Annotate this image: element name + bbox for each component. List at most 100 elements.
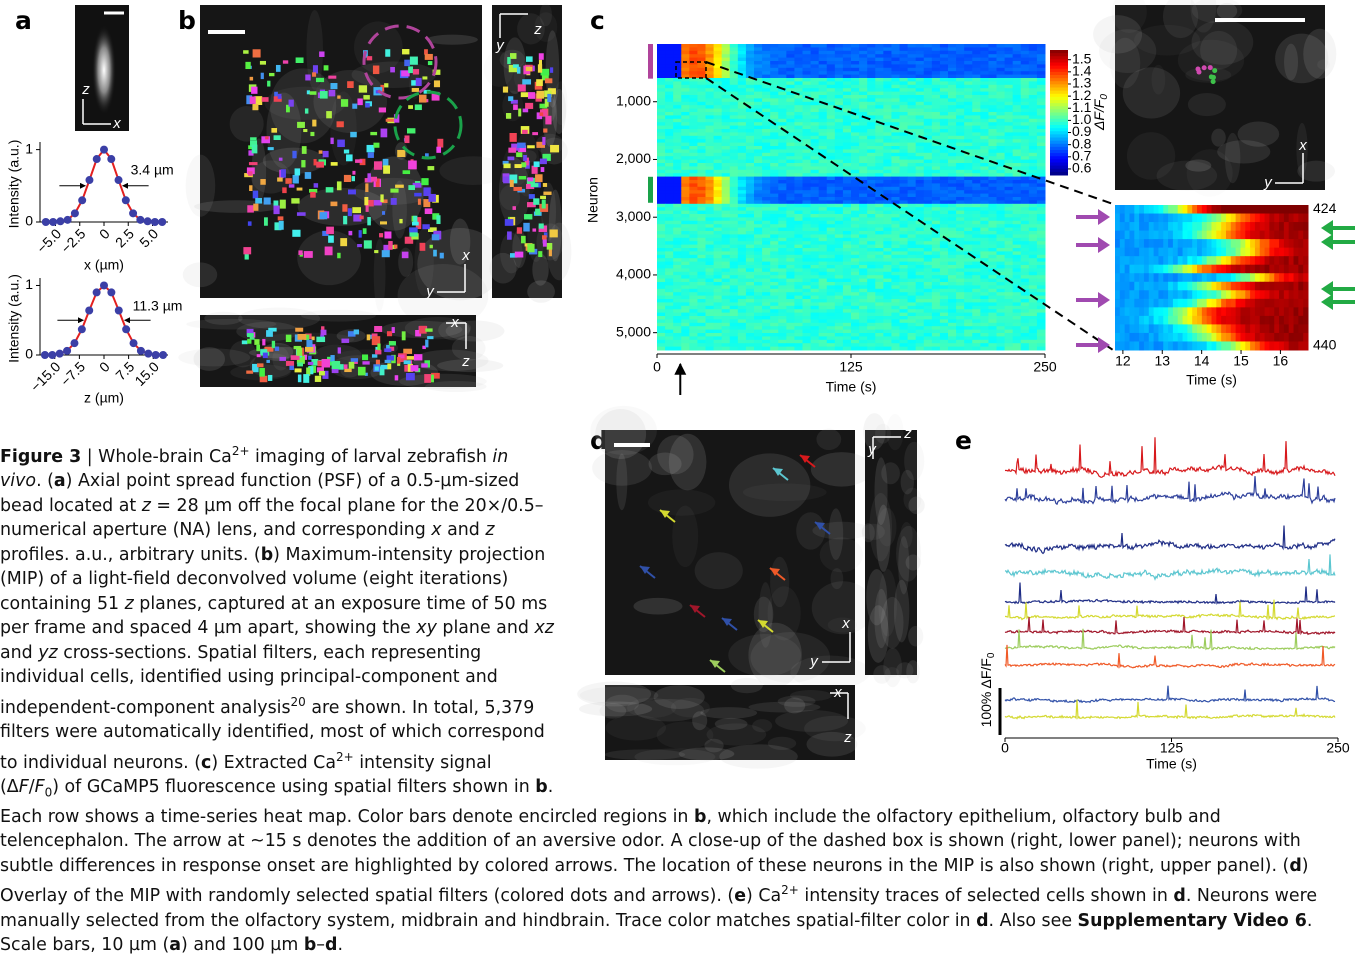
- heatmap-cell: [778, 340, 787, 344]
- heatmap-cell: [681, 207, 690, 211]
- heatmap-cell: [932, 333, 941, 337]
- heatmap-cell: [811, 333, 820, 337]
- heatmap-cell: [867, 58, 876, 62]
- spatial-filter: [521, 162, 526, 167]
- heatmap-cell: [1013, 139, 1022, 143]
- heatmap-cell: [964, 326, 973, 330]
- heatmap-cell: [859, 319, 868, 323]
- heatmap-cell: [843, 319, 852, 323]
- heatmap-cell: [754, 306, 763, 310]
- heatmap-cell: [746, 85, 755, 89]
- heatmap-cell: [746, 343, 755, 347]
- heatmap-cell: [794, 153, 803, 157]
- heatmap-cell: [819, 262, 828, 266]
- heatmap-cell: [867, 238, 876, 242]
- heatmap-cell: [908, 61, 917, 65]
- heatmap-cell: [1037, 245, 1046, 249]
- heatmap-cell: [972, 129, 981, 133]
- spatial-filter: [352, 207, 361, 213]
- heatmap-cell: [811, 262, 820, 266]
- heatmap-cell: [851, 139, 860, 143]
- heatmap-cell: [1013, 336, 1022, 340]
- heatmap-cell: [1037, 119, 1046, 123]
- heatmap-cell: [1037, 187, 1046, 191]
- spatial-filter: [367, 145, 375, 152]
- heatmap-cell: [924, 251, 933, 255]
- heatmap-cell: [956, 170, 965, 174]
- heatmap-cell: [835, 177, 844, 181]
- heatmap-cell: [746, 289, 755, 293]
- heatmap-cell: [657, 190, 666, 194]
- heatmap-cell: [843, 183, 852, 187]
- heatmap-cell: [714, 75, 723, 79]
- heatmap-cell: [916, 156, 925, 160]
- heatmap-cell: [851, 319, 860, 323]
- heatmap-cell: [997, 313, 1006, 317]
- heatmap-cell: [940, 275, 949, 279]
- heatmap-cell: [811, 204, 820, 208]
- heatmap-cell: [1021, 88, 1030, 92]
- heatmap-cell: [786, 190, 795, 194]
- heatmap-cell: [972, 330, 981, 334]
- heatmap-cell: [794, 296, 803, 300]
- heatmap-cell: [689, 343, 698, 347]
- heatmap-cell: [883, 173, 892, 177]
- heatmap-cell: [891, 81, 900, 85]
- heatmap-cell: [657, 214, 666, 218]
- heatmap-cell: [932, 296, 941, 300]
- heatmap-cell: [997, 109, 1006, 113]
- heatmap-cell: [697, 156, 706, 160]
- heatmap-cell: [1021, 204, 1030, 208]
- heatmap-cell: [1013, 268, 1022, 272]
- heatmap-cell: [972, 109, 981, 113]
- heatmap-cell: [908, 78, 917, 82]
- spatial-filter: [522, 79, 531, 84]
- heatmap-cell: [843, 187, 852, 191]
- heatmap-cell: [948, 149, 957, 153]
- heatmap-cell: [883, 251, 892, 255]
- heatmap-cell: [794, 275, 803, 279]
- heatmap-cell: [835, 44, 844, 48]
- heatmap-cell: [972, 275, 981, 279]
- heatmap-cell: [811, 272, 820, 276]
- heatmap-cell: [997, 58, 1006, 62]
- heatmap-cell: [940, 180, 949, 184]
- heatmap-cell: [1037, 251, 1046, 255]
- heatmap-cell: [948, 234, 957, 238]
- heatmap-cell: [883, 64, 892, 68]
- heatmap-cell: [900, 214, 909, 218]
- heatmap-cell: [924, 170, 933, 174]
- heatmap-cell: [916, 289, 925, 293]
- heatmap-cell: [875, 289, 884, 293]
- heatmap-cell: [1005, 207, 1014, 211]
- heatmap-cell: [997, 306, 1006, 310]
- heatmap-cell: [754, 248, 763, 252]
- spatial-filter: [521, 92, 528, 97]
- heatmap-cell: [972, 102, 981, 106]
- heatmap-cell: [940, 231, 949, 235]
- heatmap-cell: [1021, 238, 1030, 242]
- heatmap-cell: [786, 173, 795, 177]
- heatmap-cell: [697, 183, 706, 187]
- heatmap-cell: [964, 75, 973, 79]
- heatmap-cell: [714, 333, 723, 337]
- heatmap-cell: [722, 234, 731, 238]
- heatmap-cell: [940, 92, 949, 96]
- heatmap-cell: [754, 153, 763, 157]
- heatmap-cell: [811, 279, 820, 283]
- heatmap-cell: [908, 228, 917, 232]
- heatmap-cell: [997, 343, 1006, 347]
- heatmap-cell: [924, 190, 933, 194]
- heatmap-cell: [964, 156, 973, 160]
- heatmap-cell: [657, 88, 666, 92]
- heatmap-cell: [980, 54, 989, 58]
- heatmap-cell: [1005, 64, 1014, 68]
- heatmap-cell: [738, 228, 747, 232]
- heatmap-cell: [964, 333, 973, 337]
- heatmap-cell: [972, 313, 981, 317]
- heatmap-cell: [1005, 268, 1014, 272]
- heatmap-cell: [964, 316, 973, 320]
- heatmap-cell: [1021, 102, 1030, 106]
- heatmap-cell: [1005, 122, 1014, 126]
- heatmap-cell: [883, 302, 892, 306]
